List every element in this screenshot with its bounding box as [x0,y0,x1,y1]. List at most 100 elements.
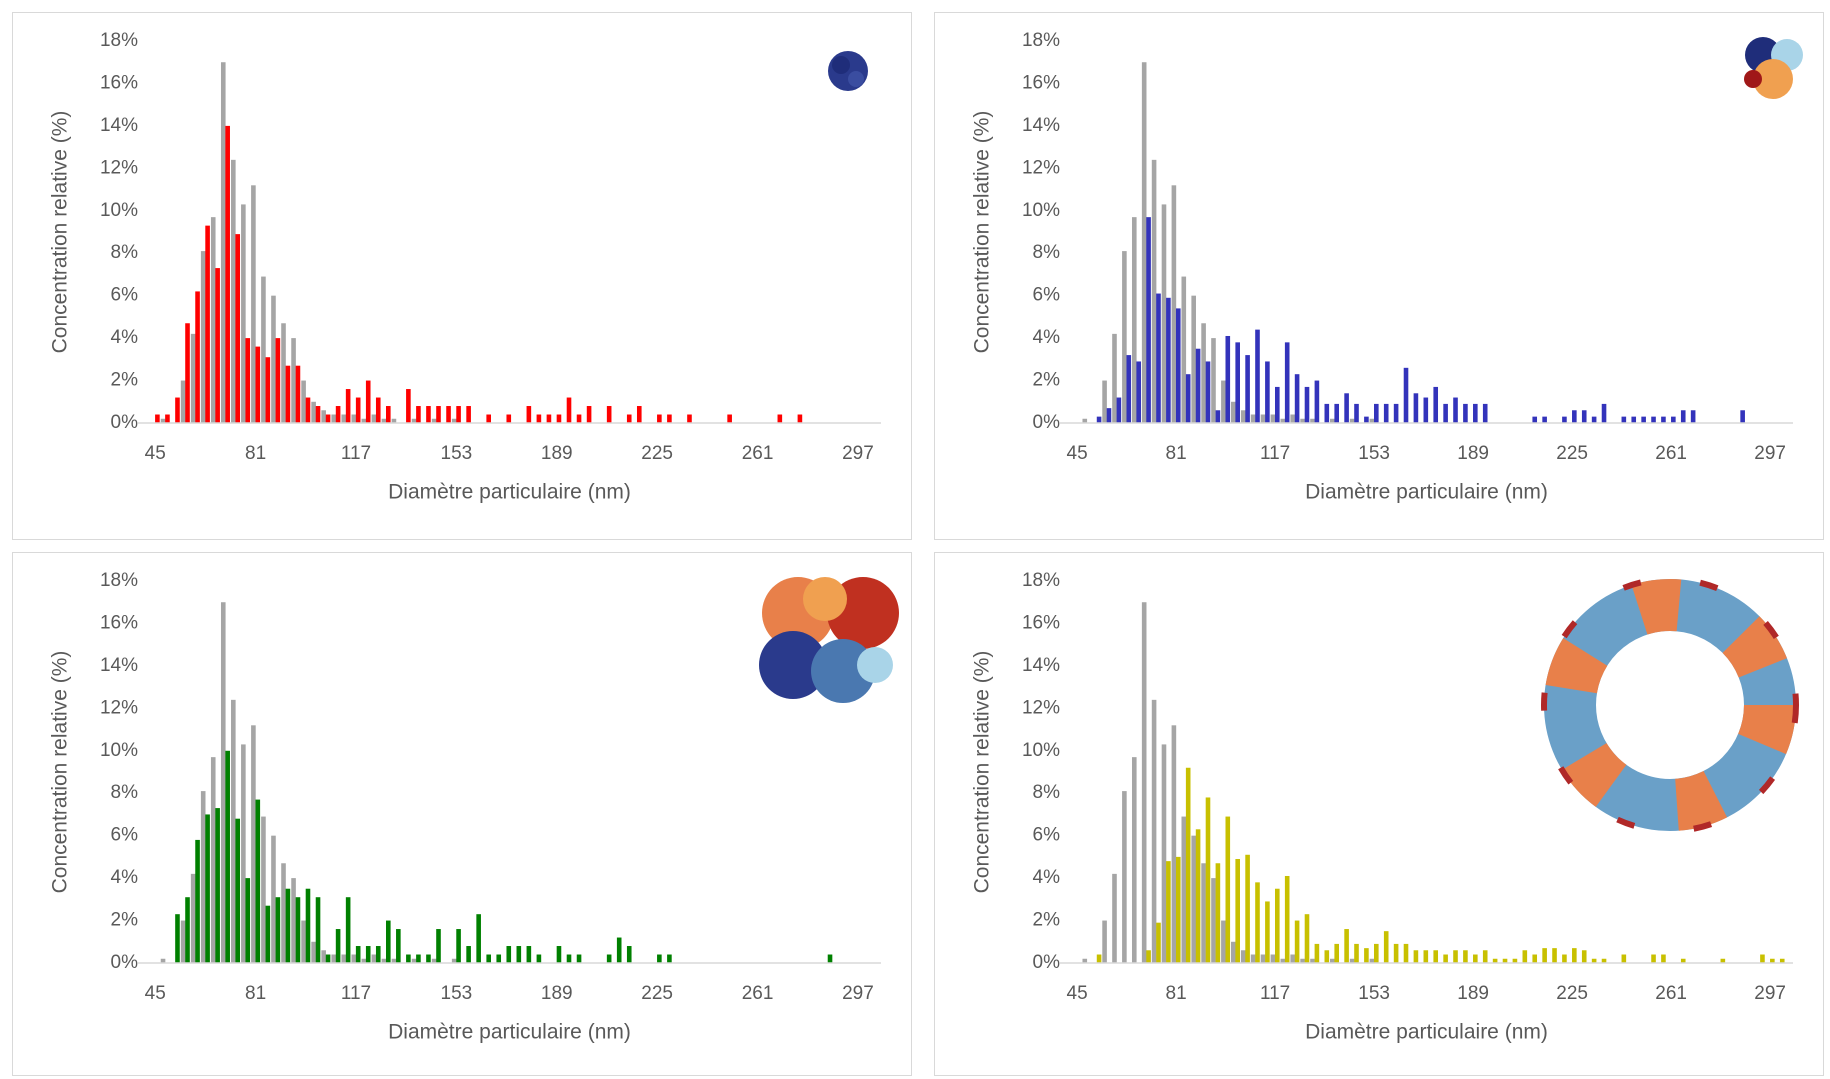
x-tick-label: 45 [1067,443,1088,464]
y-axis-title: Concentration relative (%) [49,111,72,354]
x-tick-label: 225 [1556,443,1588,464]
bar [295,897,301,963]
bar [1280,958,1286,963]
bar [727,414,732,423]
y-tick-label: 12% [1022,697,1060,718]
x-tick-label: 261 [742,443,774,464]
y-tick-label: 8% [111,242,139,263]
y-tick-label: 6% [1033,825,1061,846]
bar [255,799,261,963]
bar [1122,791,1127,963]
x-tick-label: 45 [145,983,166,1004]
bar [205,225,210,423]
x-tick-label: 225 [641,983,673,1004]
y-tick-label: 14% [100,115,138,136]
bar [1631,416,1637,423]
bar [1096,954,1102,963]
bar [416,406,421,423]
bar [486,414,491,423]
bar [1690,410,1696,423]
y-tick-label: 16% [100,612,138,633]
y-tick-label: 12% [100,157,138,178]
bar [251,725,256,963]
bar [1324,403,1330,423]
bar [1720,958,1726,963]
bar [1122,251,1127,423]
bar [1760,954,1765,963]
x-tick-label: 81 [1166,983,1187,1004]
bar [436,406,441,423]
bar [190,873,196,963]
bar [1651,416,1656,423]
bar [406,954,411,963]
bar [1562,416,1567,423]
bar [1211,878,1216,963]
x-tick-label: 153 [1358,983,1390,1004]
bar [1463,950,1468,963]
bar [1294,920,1300,963]
bar [281,863,286,963]
bar [1274,888,1280,963]
bar [496,954,502,963]
y-tick-label: 10% [1022,200,1060,221]
bar [1374,943,1379,963]
bar [1512,958,1518,963]
bar [291,878,296,963]
bar [516,946,522,963]
x-tick-label: 81 [1166,443,1187,464]
bar [1770,958,1775,963]
bar [1304,386,1310,423]
y-tick-label: 0% [1033,412,1061,433]
bar [1403,367,1409,423]
bar [1141,602,1147,963]
chart-panel: 0% 2% 4% 6% 8% 10% 12% 14% 16% 18% 45 81 117 153 189 22… [934,552,1824,1076]
bar [1671,416,1676,423]
bar [261,276,266,423]
bar [777,414,783,423]
bar [1156,922,1161,963]
bar [311,941,316,963]
bar [1106,408,1112,423]
bar [1354,943,1359,963]
x-tick-label: 153 [441,983,473,1004]
bar [1330,958,1335,963]
bar [1641,416,1646,423]
bar [1240,950,1246,963]
bar [1542,948,1547,963]
x-tick-label: 297 [842,443,874,464]
bar [1740,410,1745,423]
bar [1532,416,1538,423]
bar [1205,361,1211,423]
bar [566,397,572,423]
bar [556,946,562,963]
bar [1116,397,1122,423]
bar [381,418,387,423]
bar [185,323,190,423]
bar [1151,699,1157,963]
x-tick-label: 189 [541,443,573,464]
bar [341,414,347,423]
bar [1621,954,1627,963]
bar [1181,276,1187,423]
bar [546,414,552,423]
bar [1245,854,1250,963]
bar [1532,954,1538,963]
y-tick-label: 8% [1033,782,1061,803]
bar [451,418,457,423]
bar [1621,416,1627,423]
bar [1423,397,1429,423]
bar [1146,217,1151,423]
bar [235,818,241,963]
bar [426,954,431,963]
bar [1274,386,1280,423]
bar [1211,338,1216,423]
y-tick-label: 4% [111,867,139,888]
bar [301,380,306,423]
y-tick-label: 14% [1022,115,1060,136]
x-tick-label: 45 [145,443,166,464]
bar [1161,204,1167,423]
bar [1502,958,1508,963]
bar [1661,954,1666,963]
bar [1300,958,1305,963]
bar [1601,958,1607,963]
